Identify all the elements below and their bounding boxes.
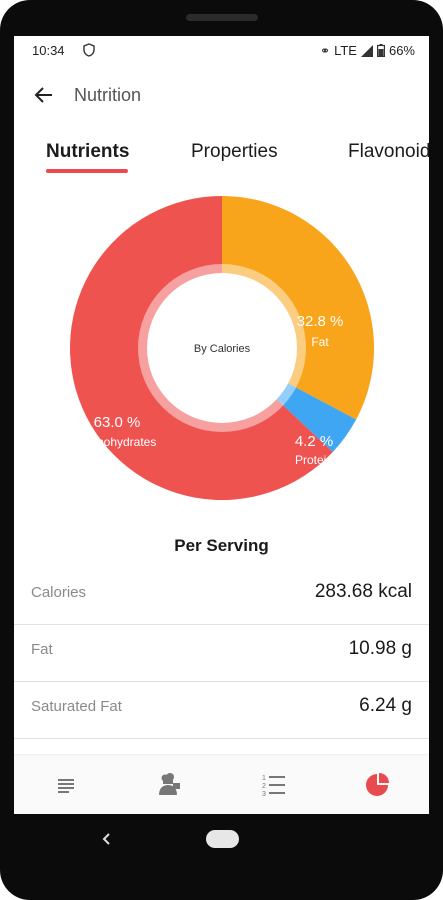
center-label: By Calories bbox=[194, 343, 251, 355]
fat-percent-label: 32.8 % bbox=[297, 313, 344, 330]
app-bar: Nutrition bbox=[14, 74, 429, 120]
tab-flavonoids[interactable]: Flavonoids bbox=[348, 141, 429, 162]
donut-chart-svg: By Calories 32.8 % Fat 4.2 % Protein 63.… bbox=[70, 196, 375, 500]
back-arrow-icon[interactable] bbox=[32, 83, 56, 107]
per-serving-heading: Per Serving bbox=[174, 536, 269, 555]
svg-text:3: 3 bbox=[262, 791, 266, 798]
nutrient-value: 10.98 g bbox=[348, 638, 412, 659]
status-time: 10:34 bbox=[32, 43, 65, 58]
svg-text:1: 1 bbox=[262, 775, 266, 782]
carbs-percent-label: 63.0 % bbox=[94, 414, 141, 431]
system-home-button[interactable] bbox=[206, 830, 239, 848]
numbered-list-icon[interactable]: 1 2 3 bbox=[260, 771, 288, 799]
tab-properties[interactable]: Properties bbox=[191, 141, 278, 162]
nutrient-label: Calories bbox=[31, 584, 87, 601]
tab-bar: Nutrients Properties Flavonoids bbox=[14, 136, 429, 178]
donut-chart: By Calories 32.8 % Fat 4.2 % Protein 63.… bbox=[14, 196, 429, 506]
protein-name-label: Protein bbox=[295, 453, 333, 467]
system-navigation-bar bbox=[0, 814, 443, 870]
protein-percent-label: 4.2 % bbox=[295, 433, 333, 450]
tab-nutrients[interactable]: Nutrients bbox=[46, 141, 130, 162]
fat-name-label: Fat bbox=[311, 335, 329, 349]
page-title: Nutrition bbox=[74, 85, 142, 105]
status-right: ⚭ LTE 66% bbox=[320, 43, 415, 58]
active-tab-indicator bbox=[46, 169, 128, 173]
list-icon[interactable] bbox=[52, 771, 80, 799]
chef-icon[interactable] bbox=[155, 771, 183, 799]
app-screen: 10:34 ⚭ LTE 66% Nutrition bbox=[14, 36, 429, 814]
pie-chart-icon[interactable] bbox=[363, 771, 391, 799]
carbs-name-label: Carbohydrates bbox=[78, 435, 157, 449]
battery-icon bbox=[376, 44, 385, 57]
nutrient-label: Fat bbox=[31, 641, 53, 658]
signal-icon bbox=[360, 44, 373, 57]
earpiece-speaker bbox=[186, 14, 258, 21]
network-type: LTE bbox=[334, 43, 357, 58]
nutrient-row: Calories 283.68 kcal bbox=[14, 567, 429, 625]
nutrient-row: Saturated Fat 6.24 g bbox=[14, 681, 429, 739]
nutrient-row: Fat 10.98 g bbox=[14, 624, 429, 682]
nutrient-value: 6.24 g bbox=[359, 695, 412, 716]
link-icon: ⚭ bbox=[320, 43, 331, 58]
donut-hole bbox=[147, 273, 297, 423]
battery-percent: 66% bbox=[388, 43, 415, 58]
bottom-navigation: 1 2 3 bbox=[14, 754, 429, 814]
system-back-icon[interactable] bbox=[100, 832, 114, 846]
svg-text:2: 2 bbox=[262, 783, 266, 790]
status-bar: 10:34 ⚭ LTE 66% bbox=[14, 36, 429, 66]
nutrient-value: 283.68 kcal bbox=[314, 581, 412, 602]
nutrient-label: Saturated Fat bbox=[31, 698, 122, 715]
shield-icon bbox=[83, 43, 95, 57]
